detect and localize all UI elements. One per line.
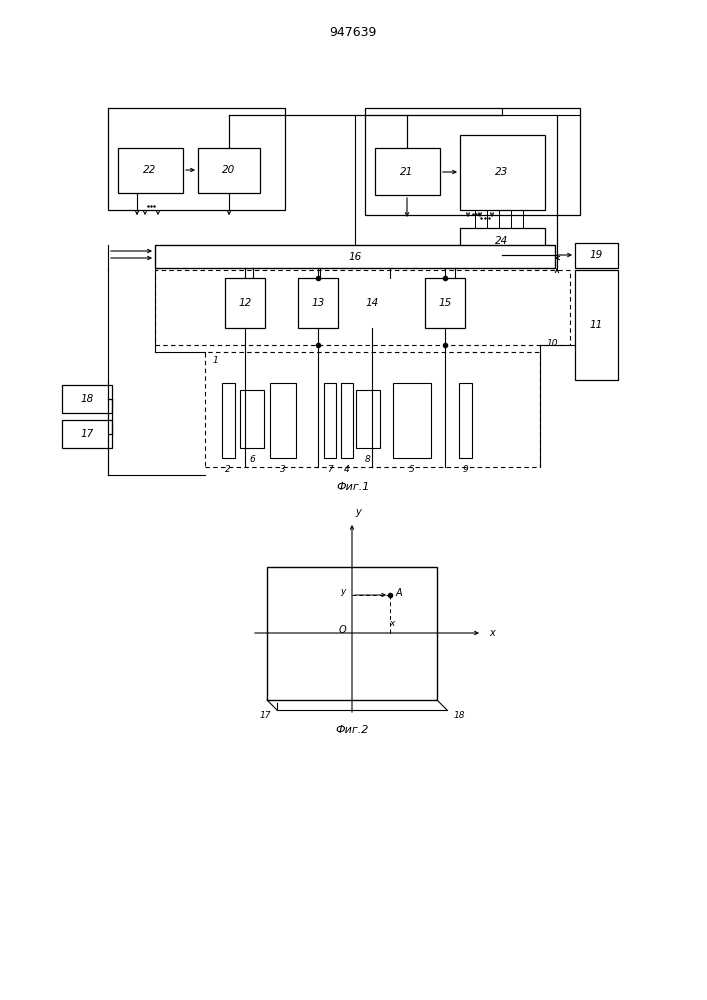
Text: 1: 1: [213, 356, 218, 365]
Text: 8: 8: [365, 456, 371, 464]
Text: 12: 12: [238, 298, 252, 308]
Bar: [425, 278, 465, 328]
Text: 10: 10: [547, 339, 558, 348]
Bar: [575, 243, 618, 268]
Text: Фиг.2: Фиг.2: [335, 725, 368, 735]
Text: Фиг.1: Фиг.1: [337, 482, 370, 492]
Bar: [460, 228, 545, 255]
Bar: [225, 278, 265, 328]
Text: y: y: [355, 507, 361, 517]
Text: y: y: [340, 587, 346, 596]
Bar: [155, 270, 570, 345]
Text: 16: 16: [349, 252, 361, 262]
Text: 3: 3: [280, 466, 286, 475]
Text: 4: 4: [344, 466, 350, 475]
Text: 17: 17: [81, 429, 93, 439]
Text: 18: 18: [81, 394, 93, 404]
Text: 14: 14: [366, 298, 379, 308]
Bar: [198, 148, 260, 193]
Bar: [365, 108, 580, 215]
Text: 13: 13: [311, 298, 325, 308]
Bar: [62, 385, 112, 413]
Text: 20: 20: [223, 165, 235, 175]
Bar: [324, 383, 336, 458]
Text: 18: 18: [453, 710, 464, 720]
Bar: [459, 383, 472, 458]
Text: 15: 15: [438, 298, 452, 308]
Bar: [393, 383, 431, 458]
Text: x: x: [390, 619, 395, 629]
Text: 9: 9: [462, 466, 468, 475]
Bar: [108, 108, 285, 210]
Text: 6: 6: [249, 456, 255, 464]
Text: A: A: [396, 588, 402, 598]
Bar: [62, 420, 112, 448]
Bar: [356, 390, 380, 448]
Text: 23: 23: [496, 167, 508, 177]
Bar: [221, 383, 235, 458]
Bar: [155, 245, 555, 268]
Text: 22: 22: [144, 165, 157, 175]
Text: 5: 5: [409, 466, 415, 475]
Bar: [267, 567, 437, 700]
Bar: [118, 148, 183, 193]
Bar: [205, 352, 540, 467]
Text: 19: 19: [590, 250, 602, 260]
Bar: [341, 383, 353, 458]
Text: 11: 11: [590, 320, 602, 330]
Text: 947639: 947639: [329, 25, 377, 38]
Text: 24: 24: [496, 236, 508, 246]
Bar: [240, 390, 264, 448]
Text: 7: 7: [327, 466, 333, 475]
Bar: [575, 270, 618, 380]
Text: 17: 17: [259, 710, 271, 720]
Bar: [270, 383, 296, 458]
Text: 21: 21: [400, 167, 414, 177]
Text: O: O: [338, 625, 346, 635]
Bar: [298, 278, 338, 328]
Bar: [460, 135, 545, 210]
Bar: [375, 148, 440, 195]
Text: 2: 2: [225, 466, 231, 475]
Text: x: x: [489, 628, 495, 638]
